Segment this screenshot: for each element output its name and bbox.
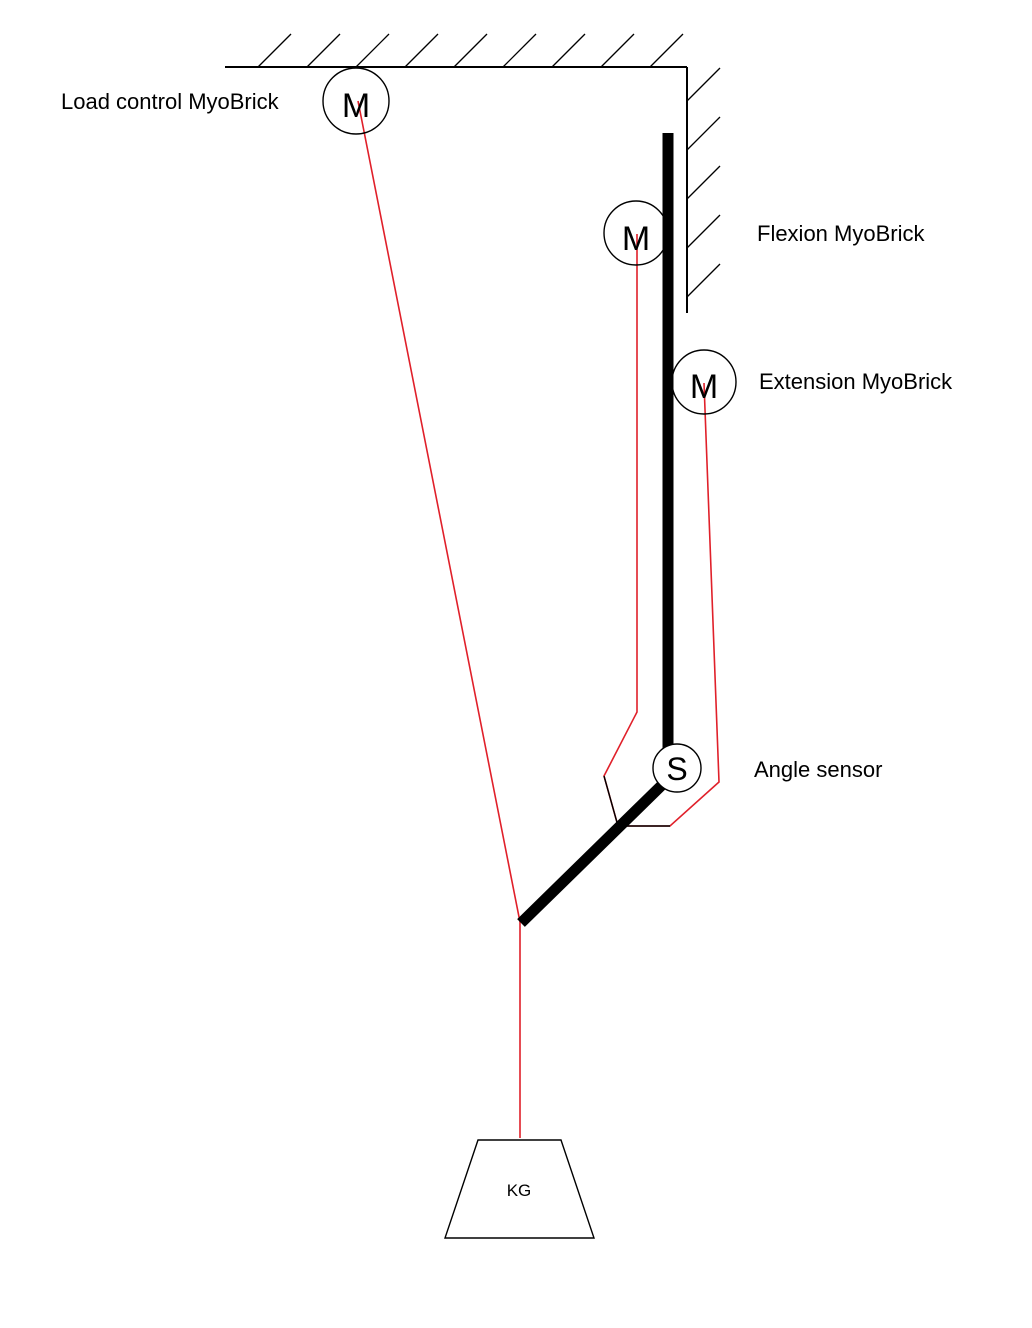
angle-sensor-label: Angle sensor <box>754 757 882 782</box>
flexion-motor: M <box>603 200 669 266</box>
extension-label: Extension MyoBrick <box>759 369 953 394</box>
wall <box>686 67 721 313</box>
load-control-motor: M <box>322 67 390 135</box>
extension-motor-letter: M <box>690 368 718 406</box>
weight: KG <box>444 1139 595 1239</box>
flexion-tendon <box>603 234 638 827</box>
weight-label: KG <box>507 1181 532 1200</box>
load-control-label: Load control MyoBrick <box>61 89 280 114</box>
forearm-bar <box>517 781 666 927</box>
weight-trapezoid <box>444 1139 595 1239</box>
ceiling <box>225 33 687 68</box>
load-tendon <box>357 100 521 1138</box>
ceiling-hatching <box>257 33 684 68</box>
angle-sensor: S <box>652 743 702 793</box>
sensor-letter: S <box>666 751 687 787</box>
wall-hatching <box>686 67 721 298</box>
load-motor-letter: M <box>342 87 370 125</box>
flexion-motor-letter: M <box>622 220 650 258</box>
extension-motor: M <box>671 349 737 415</box>
flexion-label: Flexion MyoBrick <box>757 221 925 246</box>
